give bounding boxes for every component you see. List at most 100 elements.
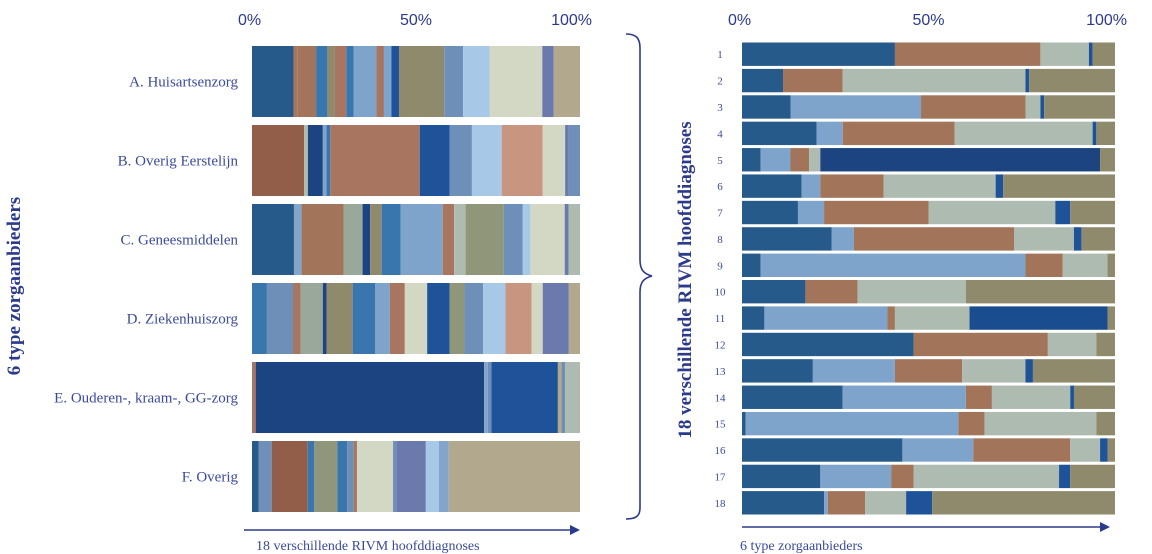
chart-0-bar-segment [252, 125, 305, 196]
chart-1-bar-segment [742, 253, 761, 277]
chart-0-bar-segment [316, 46, 328, 117]
chart-1-bar-segment [742, 438, 903, 462]
chart-1-category-label: 16 [715, 445, 727, 457]
chart-1-bar-segment [902, 438, 974, 462]
chart-1-bar-segment [1055, 200, 1071, 225]
chart-0-bar-segment [391, 46, 400, 117]
chart-0-bar-segment [489, 46, 543, 117]
chart-1-bar-segment [1096, 332, 1115, 357]
chart-1-bar-segment [820, 464, 892, 489]
chart-0-bar-segment [561, 362, 566, 433]
chart-0-bar-segment [252, 204, 294, 275]
chart-1-bar-segment [1070, 385, 1074, 409]
chart-1-bar-segment [742, 464, 821, 489]
chart-0-bar-segment [297, 46, 317, 117]
chart-0-bar-segment [531, 283, 543, 354]
chart-0-bar-segment [522, 204, 531, 275]
chart-1-category-label: 15 [715, 419, 727, 431]
chart-1-bar-segment [760, 253, 1026, 277]
chart-1-bar-segment [809, 148, 821, 172]
chart-1-bar-segment [820, 148, 1101, 172]
chart-0-bar-segment [337, 441, 348, 512]
chart-1-bar-segment [887, 306, 895, 330]
chart-1-category-label: 7 [717, 208, 723, 220]
chart-1-bar-segment [801, 174, 821, 198]
chart-1-bar-segment [969, 306, 1108, 330]
chart-1-bar-segment [1040, 95, 1045, 119]
chart-1-bar-segment [764, 306, 888, 330]
chart-0-bar-segment [565, 125, 569, 196]
chart-0-bar-segment [530, 204, 565, 275]
right-chart-ylabel: 18 verschillende RIVM hoofddiagnoses [675, 121, 696, 438]
chart-1-xtick-label: 100% [1086, 12, 1127, 29]
chart-1-bar-segment [1025, 95, 1041, 119]
chart-1-bar-segment [1073, 227, 1082, 251]
chart-0-xtick-label: 50% [400, 12, 432, 29]
chart-1-category-label: 13 [715, 366, 727, 378]
chart-0-bar-segment [393, 441, 397, 512]
chart-0-bar-segment [307, 441, 315, 512]
chart-1-bar-segment [1070, 464, 1115, 489]
chart-0-bar-segment [427, 283, 450, 354]
chart-0-bar-segment [293, 204, 302, 275]
chart-1-bar-segment [1025, 253, 1063, 277]
right-arrow-head [1100, 522, 1110, 532]
chart-0-bar-segment [343, 204, 363, 275]
chart-1-bar-segment [742, 359, 813, 383]
chart-0-bar-segment [471, 125, 502, 196]
chart-1-bar-segment [783, 68, 843, 93]
chart-1-bar-segment [742, 200, 798, 225]
chart-1-category-label: 5 [717, 155, 723, 167]
chart-0-category-label: D. Ziekenhuiszorg [127, 312, 239, 328]
chart-1-bar-segment [824, 200, 929, 225]
chart-1-bar-segment [1107, 438, 1115, 462]
chart-0-bar-segment [503, 204, 523, 275]
chart-1-bar-segment [894, 42, 1041, 66]
chart-1-bar-segment [742, 68, 784, 93]
chart-0-bar-segment [448, 441, 580, 512]
chart-1-bar-segment [842, 68, 1026, 93]
chart-0-bar-segment [389, 283, 405, 354]
chart-0-bar-segment [370, 204, 382, 275]
chart-1-bar-segment [1096, 411, 1115, 436]
chart-1-bar-segment [1107, 253, 1115, 277]
chart-0-bar-segment [271, 441, 308, 512]
chart-1-bar-segment [1092, 121, 1097, 146]
chart-1-bar-segment [1059, 464, 1071, 489]
chart-0-bar-segment [483, 283, 506, 354]
chart-1-bar-segment [1100, 438, 1108, 462]
chart-0-bar-segment [505, 283, 532, 354]
chart-1-bar-segment [824, 491, 828, 515]
chart-1-category-label: 2 [717, 76, 723, 88]
left-arrow-head [570, 525, 580, 535]
chart-1-bar-segment [760, 148, 791, 172]
chart-1-bar-segment [831, 227, 854, 251]
chart-1-category-label: 3 [717, 102, 723, 114]
chart-1-bar-segment [742, 227, 832, 251]
chart-1-bar-segment [1096, 121, 1115, 146]
chart-1-bar-segment [820, 174, 884, 198]
chart-1-bar-segment [932, 491, 1115, 515]
chart-1-bar-segment [853, 227, 1015, 251]
chart-1-bar-segment [842, 121, 955, 146]
chart-0-bar-segment [347, 441, 354, 512]
chart-0-bar-segment [564, 204, 569, 275]
chart-1-bar-segment [991, 385, 1071, 409]
chart-1-category-label: 4 [717, 128, 723, 140]
chart-1-bar-segment [954, 121, 1093, 146]
chart-1-category-label: 17 [715, 471, 727, 483]
chart-1-bar-segment [921, 95, 1026, 119]
chart-1-bar-segment [1100, 148, 1115, 172]
chart-0-bar-segment [293, 283, 301, 354]
chart-1-bar-segment [1070, 438, 1101, 462]
chart-1-category-label: 18 [715, 498, 727, 510]
chart-0-bar-segment [449, 283, 465, 354]
chart-0-bar-segment [327, 46, 335, 117]
chart-0-category-label: A. Huisartsenzorg [129, 75, 238, 91]
chart-1-bar-segment [816, 121, 843, 146]
chart-1-bar-segment [1032, 359, 1115, 383]
left-arrow-label: 18 verschillende RIVM hoofddiagnoses [256, 539, 480, 554]
chart-0-bar-segment [542, 125, 566, 196]
chart-0-bar-segment [353, 441, 357, 512]
